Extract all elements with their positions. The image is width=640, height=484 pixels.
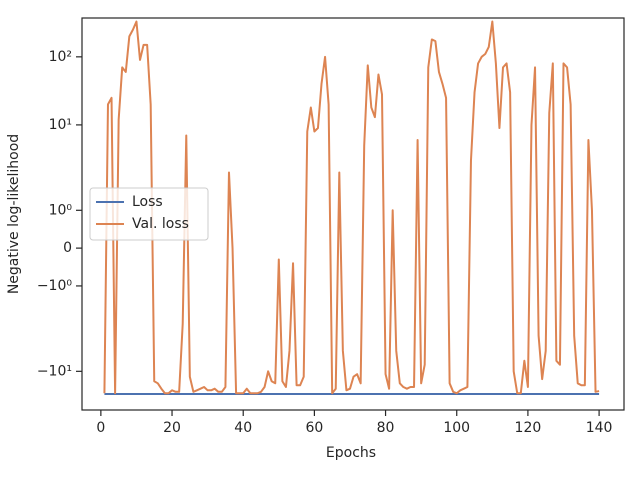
legend: Loss Val. loss	[89, 187, 209, 241]
x-tick-label: 140	[586, 420, 613, 436]
y-tick-label: −10¹	[37, 363, 72, 379]
y-tick-label: 10⁰	[49, 202, 73, 218]
y-tick-label: −10⁰	[37, 278, 73, 294]
x-tick-label: 40	[234, 420, 252, 436]
y-tick-label: 10¹	[49, 117, 72, 133]
series-line	[103, 20, 600, 395]
y-tick-label: 10²	[49, 49, 72, 65]
x-axis-label: Epochs	[326, 445, 376, 461]
legend-label: Val. loss	[132, 216, 189, 232]
x-tick-label: 60	[305, 420, 323, 436]
x-tick-label: 120	[515, 420, 542, 436]
y-axis-label: Negative log-likelihood	[6, 134, 22, 294]
x-tick-label: 80	[377, 420, 395, 436]
legend-label: Loss	[132, 194, 163, 210]
x-tick-label: 0	[96, 420, 105, 436]
axes-frame	[81, 17, 625, 411]
y-tick-label: 0	[63, 240, 72, 256]
x-tick-label: 20	[163, 420, 181, 436]
x-tick-label: 100	[443, 420, 470, 436]
